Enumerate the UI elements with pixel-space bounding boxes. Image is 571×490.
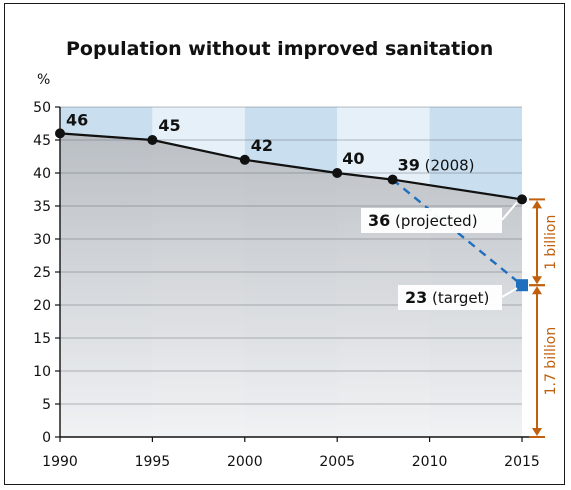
bracket-1-arrow-bottom xyxy=(532,428,542,436)
bracket-1-label: 1.7 billion xyxy=(543,327,559,396)
value-label-1995: 45 xyxy=(158,116,180,135)
x-tick-label-1995: 1995 xyxy=(135,454,171,470)
target-marker xyxy=(516,279,528,292)
series-lines xyxy=(59,132,523,287)
x-tick-label-1990: 1990 xyxy=(42,454,78,470)
data-labels: 46 45 42 40 39 (2008) 36 (projected) 23 (targe… xyxy=(66,110,518,310)
chart-title: Population without improved sanitation xyxy=(66,38,493,60)
point-2015 xyxy=(517,194,527,205)
y-tick-label-15: 15 xyxy=(33,331,51,347)
bracket-0-arrow-top xyxy=(532,200,542,209)
x-tick-labels: 1990 1995 2000 2005 2010 2015 xyxy=(42,454,540,470)
y-tick-labels: 0 5 10 15 20 25 30 35 40 45 50 xyxy=(33,100,51,446)
value-label-2008: 39 (2008) xyxy=(398,156,475,175)
point-2000 xyxy=(239,154,250,165)
x-tick-label-2005: 2005 xyxy=(319,454,355,470)
value-label-1990: 46 xyxy=(66,110,88,129)
y-axis-unit: % xyxy=(37,72,50,88)
y-tick-label-10: 10 xyxy=(33,364,51,380)
y-tick-label-20: 20 xyxy=(33,298,51,314)
y-tick-label-35: 35 xyxy=(33,199,51,215)
value-label-2005: 40 xyxy=(342,149,364,168)
projected-label: 36 (projected) xyxy=(368,211,478,230)
gridlines xyxy=(60,106,522,405)
projected-leader xyxy=(501,201,518,221)
target-box xyxy=(398,285,502,310)
target-label: 23 (target) xyxy=(405,288,489,307)
x-tick-label-2010: 2010 xyxy=(412,454,448,470)
y-tick-label-30: 30 xyxy=(33,232,51,248)
target-leader xyxy=(501,287,518,298)
main-series-line xyxy=(59,132,523,201)
y-tick-label-5: 5 xyxy=(42,397,51,413)
value-label-2000: 42 xyxy=(251,136,273,155)
point-2005 xyxy=(332,168,343,178)
point-1995 xyxy=(147,135,158,145)
y-tick-label-25: 25 xyxy=(33,265,51,281)
bracket-0-label: 1 billion xyxy=(543,215,559,270)
point-2008 xyxy=(387,174,398,185)
point-1990 xyxy=(55,128,65,139)
bracket-1-arrow-top xyxy=(532,286,542,295)
y-tick-label-40: 40 xyxy=(33,166,51,182)
x-tick-label-2000: 2000 xyxy=(227,454,263,470)
bracket-0-arrow-bottom xyxy=(532,276,542,285)
x-tick-label-2015: 2015 xyxy=(504,454,540,470)
brackets: 1 billion 1.7 billion xyxy=(529,198,559,438)
projected-box xyxy=(361,208,502,233)
y-tick-label-0: 0 xyxy=(42,430,51,446)
y-tick-label-45: 45 xyxy=(33,133,51,149)
y-tick-label-50: 50 xyxy=(33,100,51,116)
series-points xyxy=(55,128,528,292)
axes xyxy=(55,106,530,442)
